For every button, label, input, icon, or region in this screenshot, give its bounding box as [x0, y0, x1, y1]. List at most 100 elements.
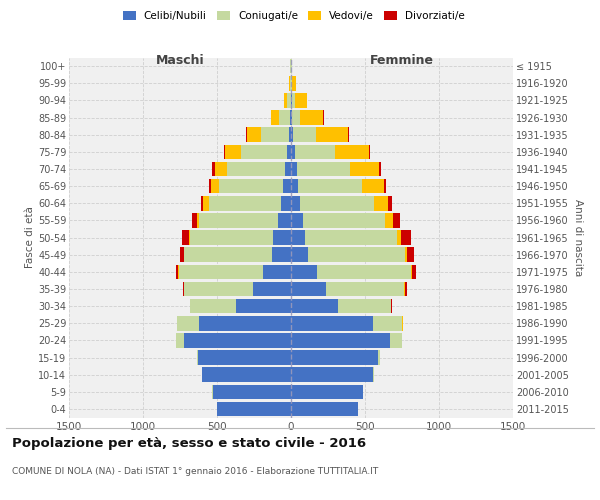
Bar	[305, 230, 397, 245]
Bar	[263, 264, 291, 279]
Bar	[193, 213, 197, 228]
Bar	[291, 213, 302, 228]
Bar	[373, 316, 403, 330]
Bar	[298, 179, 362, 194]
Bar	[209, 196, 281, 210]
Bar	[236, 299, 291, 314]
Bar	[335, 144, 368, 159]
Bar	[379, 162, 381, 176]
Bar	[219, 179, 283, 194]
Y-axis label: Fasce di età: Fasce di età	[25, 206, 35, 268]
Bar	[272, 248, 291, 262]
Bar	[184, 282, 253, 296]
Bar	[377, 350, 380, 365]
Bar	[198, 350, 291, 365]
Bar	[182, 230, 189, 245]
Bar	[180, 248, 184, 262]
Bar	[412, 264, 416, 279]
Bar	[283, 179, 291, 194]
Bar	[289, 76, 290, 90]
Bar	[197, 350, 198, 365]
Bar	[374, 196, 388, 210]
Bar	[212, 384, 291, 399]
Bar	[289, 128, 291, 142]
Bar	[284, 93, 287, 108]
Bar	[190, 299, 236, 314]
Bar	[291, 110, 292, 125]
Bar	[287, 144, 291, 159]
Bar	[291, 162, 296, 176]
Bar	[390, 333, 402, 347]
Bar	[291, 316, 373, 330]
Bar	[215, 162, 227, 176]
Bar	[212, 162, 215, 176]
Bar	[189, 230, 190, 245]
Bar	[183, 282, 184, 296]
Bar	[292, 93, 295, 108]
Bar	[291, 350, 377, 365]
Bar	[407, 248, 414, 262]
Y-axis label: Anni di nascita: Anni di nascita	[572, 199, 583, 276]
Bar	[326, 282, 404, 296]
Bar	[308, 248, 405, 262]
Text: Femmine: Femmine	[370, 54, 434, 67]
Bar	[203, 196, 209, 210]
Text: COMUNE DI NOLA (NA) - Dati ISTAT 1° gennaio 2016 - Elaborazione TUTTITALIA.IT: COMUNE DI NOLA (NA) - Dati ISTAT 1° genn…	[12, 468, 378, 476]
Bar	[291, 128, 293, 142]
Bar	[271, 110, 280, 125]
Bar	[247, 128, 261, 142]
Bar	[261, 128, 289, 142]
Bar	[295, 144, 335, 159]
Bar	[362, 179, 383, 194]
Bar	[291, 196, 299, 210]
Bar	[217, 402, 291, 416]
Bar	[292, 110, 301, 125]
Bar	[202, 368, 291, 382]
Bar	[383, 179, 386, 194]
Bar	[291, 402, 358, 416]
Bar	[368, 144, 370, 159]
Bar	[179, 264, 263, 279]
Bar	[199, 213, 278, 228]
Bar	[200, 196, 203, 210]
Bar	[391, 299, 392, 314]
Bar	[290, 76, 291, 90]
Bar	[209, 179, 211, 194]
Bar	[404, 282, 407, 296]
Bar	[225, 144, 241, 159]
Bar	[291, 333, 390, 347]
Bar	[197, 213, 199, 228]
Bar	[190, 230, 273, 245]
Bar	[176, 333, 184, 347]
Bar	[224, 144, 225, 159]
Bar	[411, 264, 412, 279]
Bar	[292, 76, 296, 90]
Bar	[393, 213, 400, 228]
Bar	[293, 128, 316, 142]
Legend: Celibi/Nubili, Coniugati/e, Vedovi/e, Divorziati/e: Celibi/Nubili, Coniugati/e, Vedovi/e, Di…	[120, 8, 468, 24]
Bar	[291, 384, 363, 399]
Bar	[184, 333, 291, 347]
Bar	[296, 162, 350, 176]
Bar	[405, 248, 407, 262]
Bar	[285, 162, 291, 176]
Bar	[295, 93, 307, 108]
Bar	[299, 196, 374, 210]
Bar	[350, 162, 379, 176]
Bar	[177, 316, 199, 330]
Bar	[388, 196, 392, 210]
Bar	[397, 230, 401, 245]
Bar	[291, 282, 326, 296]
Bar	[291, 144, 295, 159]
Bar	[287, 93, 290, 108]
Bar	[184, 248, 272, 262]
Bar	[291, 264, 317, 279]
Bar	[290, 110, 291, 125]
Text: Maschi: Maschi	[155, 54, 205, 67]
Bar	[278, 213, 291, 228]
Bar	[291, 230, 305, 245]
Bar	[273, 230, 291, 245]
Text: Popolazione per età, sesso e stato civile - 2016: Popolazione per età, sesso e stato civil…	[12, 438, 366, 450]
Bar	[241, 144, 287, 159]
Bar	[338, 299, 391, 314]
